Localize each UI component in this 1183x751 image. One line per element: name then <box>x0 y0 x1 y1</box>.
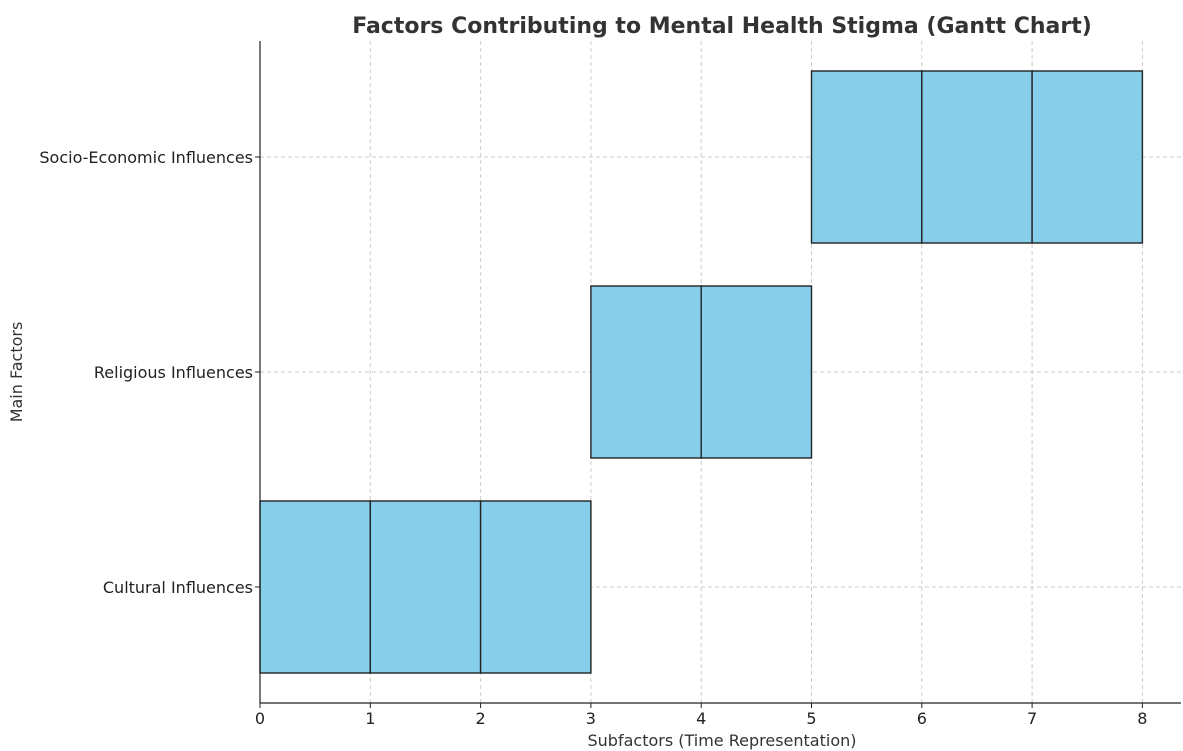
gantt-bar <box>700 285 813 459</box>
x-tick-label: 6 <box>917 709 927 728</box>
bar-layer <box>259 70 1144 674</box>
gantt-bar <box>259 500 372 674</box>
x-tick-label: 2 <box>476 709 486 728</box>
gantt-bar <box>590 285 702 459</box>
axis-layer: 0 1 2 3 4 5 6 7 8 Cultural Influences Religious In… <box>39 41 1181 728</box>
x-tick-label: 5 <box>806 709 816 728</box>
gantt-bar <box>921 70 1033 244</box>
x-tick-label: 3 <box>586 709 596 728</box>
x-tick-label: 7 <box>1027 709 1037 728</box>
y-axis-label: Main Factors <box>7 322 26 423</box>
x-tick-label: 0 <box>255 709 265 728</box>
x-tick-label: 4 <box>696 709 706 728</box>
chart-title: Factors Contributing to Mental Health St… <box>352 14 1092 39</box>
gantt-bar <box>369 500 482 674</box>
x-tick-label: 8 <box>1137 709 1147 728</box>
x-axis-label: Subfactors (Time Representation) <box>588 731 857 750</box>
gantt-bar <box>1031 70 1144 244</box>
gantt-bar <box>810 70 923 244</box>
y-tick-label: Cultural Influences <box>103 578 253 597</box>
y-tick-label: Religious Influences <box>94 363 253 382</box>
gantt-bar <box>479 500 592 674</box>
y-tick-label: Socio-Economic Influences <box>39 148 253 167</box>
x-tick-label: 1 <box>365 709 375 728</box>
